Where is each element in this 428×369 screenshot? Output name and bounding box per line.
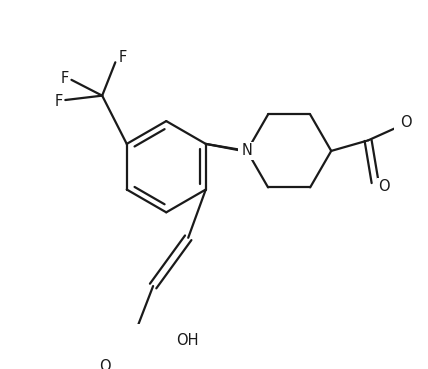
Text: F: F: [60, 70, 68, 86]
Text: O: O: [378, 179, 389, 194]
Text: N: N: [240, 144, 251, 158]
Text: F: F: [54, 94, 62, 109]
Text: N: N: [241, 144, 253, 158]
Text: F: F: [118, 51, 126, 65]
Text: O: O: [400, 115, 412, 130]
Text: O: O: [99, 359, 111, 369]
Text: OH: OH: [176, 333, 199, 348]
